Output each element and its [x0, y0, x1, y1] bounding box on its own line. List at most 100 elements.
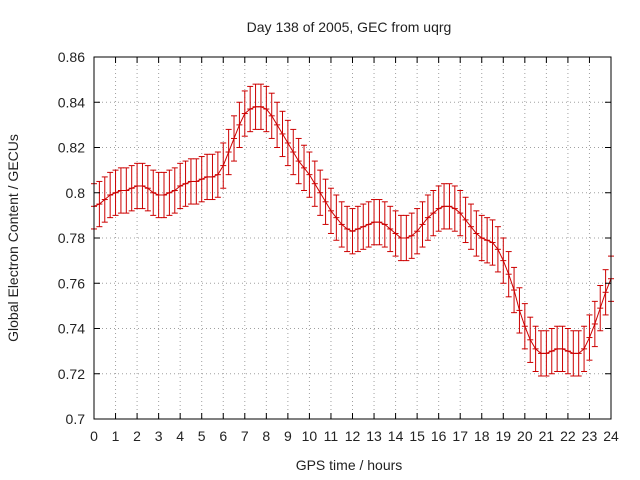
error-bar-point	[537, 330, 544, 377]
x-tick-label: 19	[496, 428, 512, 444]
error-bar-point	[166, 169, 173, 216]
x-tick-label: 5	[198, 428, 206, 444]
error-bar-point	[392, 210, 399, 257]
error-bar-point	[171, 167, 178, 214]
error-bar-point	[247, 85, 254, 133]
error-bar-point	[268, 92, 275, 139]
x-tick-label: 18	[474, 428, 490, 444]
x-tick-label: 23	[582, 428, 598, 444]
error-bar-point	[252, 83, 259, 130]
error-bar-point	[177, 162, 184, 210]
error-bar-point	[214, 151, 221, 198]
error-bar-point	[484, 217, 491, 264]
error-bar-point	[473, 210, 480, 257]
error-bar-point	[457, 189, 464, 237]
error-bar-point	[225, 128, 232, 176]
error-bar-point	[424, 194, 431, 241]
axis-ticks: 0 1 2 3 4 5 6 7 8 9 10 11 12 13 14 15 16 17 18 19 20 21 22 23 24…	[58, 49, 619, 444]
x-tick-label: 10	[302, 428, 318, 444]
error-bar-point	[516, 287, 523, 334]
x-tick-label: 3	[155, 428, 163, 444]
error-bar-point	[354, 205, 361, 253]
error-bar-point	[441, 183, 448, 230]
error-bar-point	[543, 330, 550, 377]
error-bar-point	[204, 153, 211, 201]
error-bar-point	[295, 137, 302, 185]
x-tick-label: 15	[409, 428, 425, 444]
error-bar-point	[117, 167, 124, 214]
x-tick-label: 17	[452, 428, 468, 444]
error-bar-point	[279, 110, 286, 158]
error-bar-point	[209, 153, 216, 201]
error-bar-point	[597, 285, 604, 332]
error-bar-point	[123, 167, 130, 214]
x-tick-label: 2	[133, 428, 141, 444]
x-tick-label: 0	[90, 428, 98, 444]
error-bar-point	[241, 90, 248, 137]
error-bar-point	[220, 142, 227, 189]
error-bar-point	[338, 201, 345, 248]
x-tick-label: 4	[176, 428, 184, 444]
error-bar-point	[150, 169, 157, 216]
error-bar-point	[419, 201, 426, 248]
x-tick-label: 13	[366, 428, 382, 444]
error-bar-point	[155, 171, 162, 219]
error-bar-point	[101, 176, 108, 223]
error-bar-point	[451, 185, 458, 232]
error-bar-point	[591, 300, 598, 348]
error-bar-point	[344, 205, 351, 253]
error-bar-point	[333, 194, 340, 241]
x-tick-label: 6	[219, 428, 227, 444]
error-bar-point	[96, 180, 103, 228]
error-bar-point	[327, 187, 334, 234]
x-tick-label: 21	[539, 428, 555, 444]
x-tick-label: 9	[284, 428, 292, 444]
error-bar-point	[107, 171, 114, 219]
error-bar-point	[317, 169, 324, 216]
error-bar-point	[360, 203, 367, 250]
error-bar-point	[575, 330, 582, 377]
x-axis-label: GPS time / hours	[296, 457, 403, 473]
chart-title: Day 138 of 2005, GEC from uqrg	[247, 19, 452, 35]
error-bar-point	[494, 226, 501, 273]
x-tick-label: 7	[241, 428, 249, 444]
error-bar-point	[532, 325, 539, 372]
error-bar-point	[462, 196, 469, 244]
error-bar-point	[446, 183, 453, 230]
error-bar-point	[511, 266, 518, 314]
error-bar-point	[198, 156, 205, 203]
error-bar-point	[182, 160, 189, 207]
data-series	[91, 83, 614, 377]
error-bar-point	[284, 119, 291, 167]
x-tick-label: 1	[112, 428, 120, 444]
error-bar-point	[193, 158, 200, 205]
error-bar-point	[387, 205, 394, 253]
y-tick-label: 0.8	[66, 185, 86, 201]
error-bar-point	[548, 328, 555, 375]
x-tick-label: 16	[431, 428, 447, 444]
x-tick-label: 22	[560, 428, 576, 444]
error-bar-point	[570, 330, 577, 377]
error-bar-point	[521, 303, 528, 350]
error-bar-point	[187, 158, 194, 205]
x-tick-label: 20	[517, 428, 533, 444]
error-bar-point	[527, 316, 534, 363]
x-tick-label: 24	[603, 428, 619, 444]
error-bar-point	[376, 199, 383, 246]
x-tick-label: 8	[262, 428, 270, 444]
y-tick-label: 0.74	[58, 321, 85, 337]
error-bar-point	[311, 160, 318, 207]
y-tick-label: 0.86	[58, 49, 85, 65]
y-axis-label: Global Electron Content / GECUs	[5, 134, 21, 342]
error-bar-point	[435, 185, 442, 232]
y-tick-label: 0.76	[58, 275, 85, 291]
error-bar-point	[430, 189, 437, 237]
error-bar-point	[161, 171, 168, 219]
error-bar-point	[365, 201, 372, 248]
error-bar-point	[371, 199, 378, 246]
error-bar-point	[274, 101, 281, 148]
y-tick-label: 0.84	[58, 94, 85, 110]
error-bar-point	[144, 165, 151, 212]
